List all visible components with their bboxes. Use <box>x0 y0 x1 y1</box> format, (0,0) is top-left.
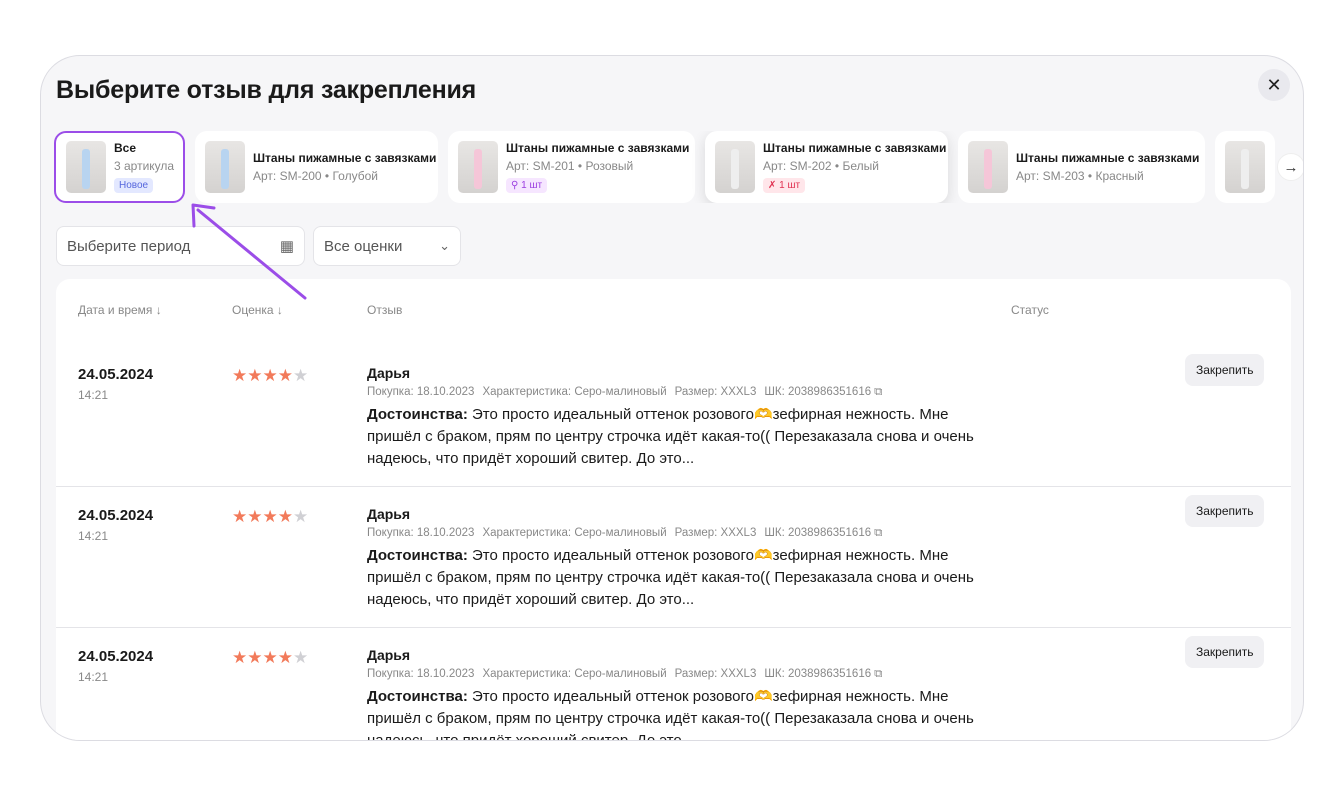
rating-select[interactable]: Все оценки ⌄ <box>313 226 461 266</box>
period-picker[interactable]: Выберите период ▦ <box>56 226 305 266</box>
review-text: Достоинства: Это просто идеальный оттено… <box>367 547 974 608</box>
pin-button[interactable]: Закрепить <box>1185 636 1265 668</box>
product-subtitle: 3 артикула <box>114 159 175 173</box>
rating-stars: ★★★★★ <box>232 507 308 527</box>
star-icon: ★ <box>262 507 278 526</box>
reviewer-name: Дарья <box>367 506 411 522</box>
product-card[interactable]: Все 3 артикула Новое <box>54 131 185 203</box>
product-card[interactable]: Штаны пижамные с завязками Арт: SM-200 •… <box>195 131 438 203</box>
pin-review-modal: Выберите отзыв для закрепления ✕ Все 3 а… <box>40 55 1304 741</box>
table-row: 24.05.2024 14:21 ★★★★★ Дарья Покупка: 18… <box>56 628 1291 741</box>
rating-select-value: Все оценки <box>324 237 403 255</box>
star-icon: ★ <box>232 366 248 385</box>
review-time: 14:21 <box>78 670 109 684</box>
product-thumbnail <box>715 141 755 193</box>
product-title: Штаны пижамные с завязками <box>253 151 437 165</box>
star-icon: ★ <box>293 507 309 526</box>
copy-icon[interactable]: ⧉ <box>874 527 883 539</box>
product-badge: ✗ 1 шт <box>763 178 806 193</box>
product-subtitle: Арт: SM-202 • Белый <box>763 159 879 173</box>
product-title: Все <box>114 141 137 155</box>
close-icon: ✕ <box>1266 74 1282 95</box>
product-subtitle: Арт: SM-200 • Голубой <box>253 169 378 183</box>
review-time: 14:21 <box>78 529 109 543</box>
star-icon: ★ <box>277 507 293 526</box>
reviewer-name: Дарья <box>367 647 411 663</box>
star-icon: ★ <box>293 366 309 385</box>
star-icon: ★ <box>247 366 263 385</box>
star-icon: ★ <box>293 648 309 667</box>
copy-icon[interactable]: ⧉ <box>874 668 883 680</box>
table-row: 24.05.2024 14:21 ★★★★★ Дарья Покупка: 18… <box>56 487 1291 628</box>
review-time: 14:21 <box>78 388 109 402</box>
review-date: 24.05.2024 <box>78 366 154 383</box>
review-date: 24.05.2024 <box>78 648 154 665</box>
modal-title: Выберите отзыв для закрепления <box>56 76 477 104</box>
review-meta: Покупка: 18.10.2023 Характеристика: Серо-… <box>367 527 883 539</box>
column-rating[interactable]: Оценка ↓ <box>232 303 283 317</box>
column-review: Отзыв <box>367 303 403 317</box>
copy-icon[interactable]: ⧉ <box>874 386 883 398</box>
rating-stars: ★★★★★ <box>232 366 308 386</box>
review-text: Достоинства: Это просто идеальный оттено… <box>367 688 974 741</box>
star-icon: ★ <box>277 366 293 385</box>
product-card[interactable]: Штаны пижамные с завязками Арт: SM-201 •… <box>448 131 695 203</box>
rating-stars: ★★★★★ <box>232 648 308 668</box>
product-carousel: Все 3 артикула Новое Штаны пижамные с зав… <box>54 131 1303 203</box>
pin-button[interactable]: Закрепить <box>1185 495 1265 527</box>
pin-icon: ⚲ <box>511 180 522 191</box>
arrow-right-icon: → <box>1283 158 1299 176</box>
star-icon: ★ <box>247 507 263 526</box>
chevron-down-icon: ⌄ <box>439 238 450 253</box>
star-icon: ★ <box>247 648 263 667</box>
calendar-icon: ▦ <box>279 238 294 255</box>
product-subtitle: Арт: SM-203 • Красный <box>1016 169 1144 183</box>
product-thumbnail <box>66 141 106 193</box>
star-icon: ★ <box>262 648 278 667</box>
product-thumbnail <box>205 141 245 193</box>
star-icon: ★ <box>262 366 278 385</box>
product-title: Штаны пижамные с завязками <box>763 141 947 155</box>
product-card[interactable]: Штаны пижамные с завязками Арт: SM-203 •… <box>958 131 1205 203</box>
product-title: Штаны пижамные с завязками <box>1016 151 1200 165</box>
product-title: Штаны пижамные с завязками <box>506 141 690 155</box>
product-badge: ⚲ 1 шт <box>506 178 548 193</box>
review-meta: Покупка: 18.10.2023 Характеристика: Серо-… <box>367 668 883 680</box>
review-meta: Покупка: 18.10.2023 Характеристика: Серо-… <box>367 386 883 398</box>
product-badge: Новое <box>114 178 154 193</box>
reviews-table: Дата и время ↓ Оценка ↓ Отзыв Статус 24.… <box>56 279 1291 741</box>
pin-button[interactable]: Закрепить <box>1185 354 1265 386</box>
carousel-next-button[interactable]: → <box>1277 153 1303 181</box>
review-text: Достоинства: Это просто идеальный оттено… <box>367 406 974 467</box>
table-row: 24.05.2024 14:21 ★★★★★ Дарья Покупка: 18… <box>56 346 1291 487</box>
column-date[interactable]: Дата и время ↓ <box>78 303 162 317</box>
close-button[interactable]: ✕ <box>1258 69 1290 101</box>
period-placeholder: Выберите период <box>67 237 191 255</box>
star-icon: ★ <box>232 507 248 526</box>
product-card[interactable]: Штаны пижамные с завязками Арт: SM-202 •… <box>705 131 948 203</box>
product-card[interactable] <box>1215 131 1275 203</box>
product-subtitle: Арт: SM-201 • Розовый <box>506 159 634 173</box>
unpin-icon: ✗ <box>768 180 780 191</box>
star-icon: ★ <box>232 648 248 667</box>
product-thumbnail <box>1225 141 1265 193</box>
product-thumbnail <box>968 141 1008 193</box>
product-thumbnail <box>458 141 498 193</box>
column-status: Статус <box>1011 303 1049 317</box>
star-icon: ★ <box>277 648 293 667</box>
reviewer-name: Дарья <box>367 365 411 381</box>
review-date: 24.05.2024 <box>78 507 154 524</box>
